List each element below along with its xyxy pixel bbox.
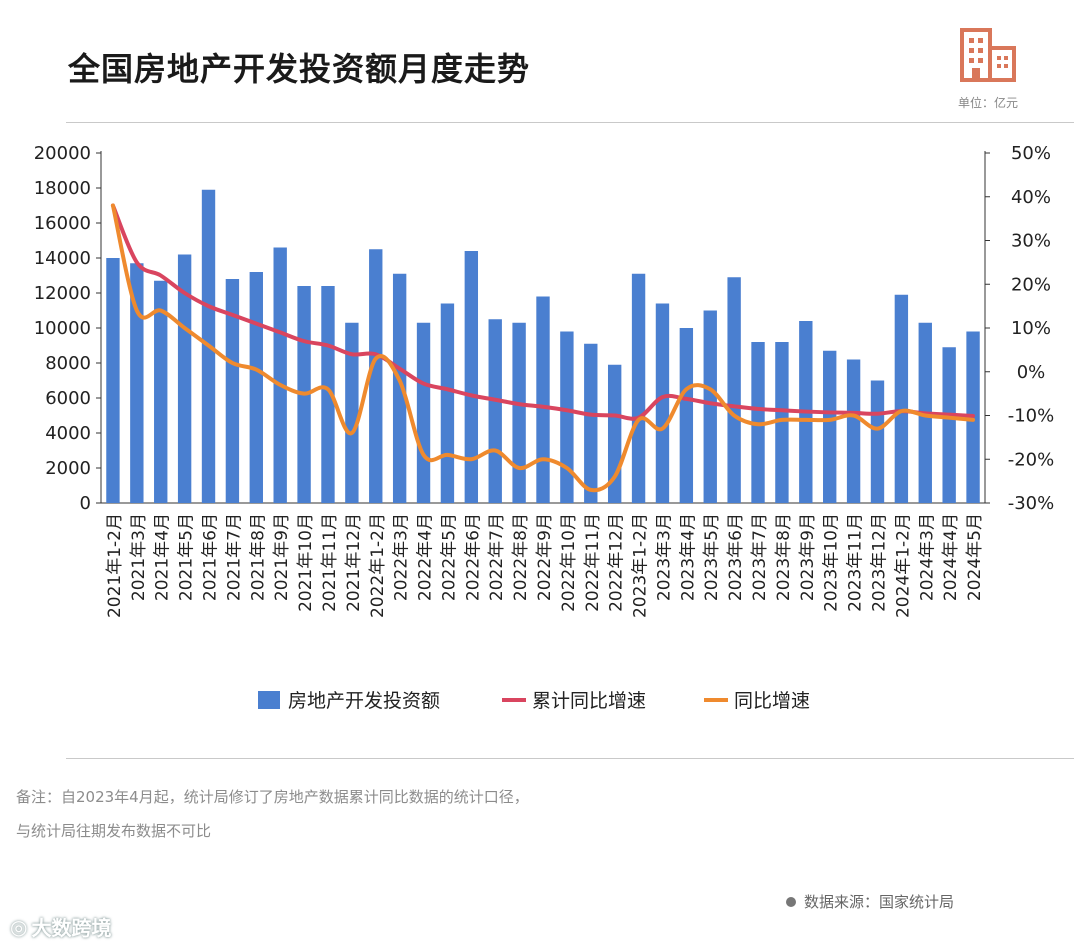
x-axis-tick-label: 2021年8月 xyxy=(248,513,268,601)
x-axis-tick-label: 2024年5月 xyxy=(965,513,985,601)
note-line-1: 备注：自2023年4月起，统计局修订了房地产数据累计同比数据的统计口径， xyxy=(16,786,529,807)
x-axis-tick-label: 2023年7月 xyxy=(750,513,770,601)
bar xyxy=(656,304,669,504)
bar xyxy=(871,381,884,504)
x-axis-tick-label: 2022年8月 xyxy=(511,513,531,601)
x-axis-tick-label: 2023年6月 xyxy=(726,513,746,601)
x-axis-tick-label: 2023年12月 xyxy=(869,513,889,612)
left-axis-tick-label: 14000 xyxy=(34,248,91,269)
x-axis-tick-label: 2023年5月 xyxy=(702,513,722,601)
bar xyxy=(465,251,478,503)
left-axis-tick-label: 2000 xyxy=(45,458,91,479)
x-axis-tick-label: 2023年1-2月 xyxy=(631,513,651,618)
bar xyxy=(847,360,860,504)
note-line-2: 与统计局往期发布数据不可比 xyxy=(16,820,211,841)
bar xyxy=(273,248,286,504)
legend-swatch xyxy=(258,691,280,709)
left-axis-tick-label: 20000 xyxy=(34,143,91,164)
right-axis-tick-label: -30% xyxy=(1008,493,1055,514)
left-axis-tick-label: 8000 xyxy=(45,353,91,374)
right-axis-tick-label: 30% xyxy=(1011,231,1051,252)
data-source: 数据来源：国家统计局 xyxy=(786,891,954,912)
data-source-text: 数据来源：国家统计局 xyxy=(804,891,954,912)
x-axis-tick-label: 2021年10月 xyxy=(296,513,316,612)
left-axis: 0 2000 4000 6000 8000 10000 12000 14000 16000 180… xyxy=(34,143,985,514)
x-axis-tick-label: 2021年6月 xyxy=(201,513,221,601)
brand-name: 大数跨境 xyxy=(31,912,111,941)
x-axis-tick-label: 2023年10月 xyxy=(822,513,842,612)
right-axis-tick-label: -20% xyxy=(1008,449,1055,470)
x-axis-tick-label: 2021年1-2月 xyxy=(105,513,125,618)
right-axis-tick-label: 50% xyxy=(1011,143,1051,164)
brand-watermark: ◎ 大数跨境 xyxy=(10,912,111,941)
left-axis-tick-label: 18000 xyxy=(34,178,91,199)
bar xyxy=(560,332,573,504)
x-axis-tick-label: 2022年9月 xyxy=(535,513,555,601)
left-axis-tick-label: 0 xyxy=(80,493,91,514)
investment-chart: 0 2000 4000 6000 8000 10000 12000 14000 16000 180… xyxy=(0,0,1080,740)
x-axis-tick-label: 2022年1-2月 xyxy=(368,513,388,618)
x-axis-tick-label: 2022年6月 xyxy=(463,513,483,601)
x-axis-tick-label: 2021年9月 xyxy=(272,513,292,601)
x-axis-labels: 2021年1-2月 2021年3月 2021年4月 2021年5月 2021年6月 202… xyxy=(105,513,985,618)
bar xyxy=(584,344,597,503)
bottom-divider xyxy=(66,758,1074,759)
left-axis-tick-label: 16000 xyxy=(34,213,91,234)
bar xyxy=(417,323,430,503)
x-axis-tick-label: 2021年5月 xyxy=(177,513,197,601)
bar xyxy=(512,323,525,503)
x-axis-tick-label: 2023年11月 xyxy=(846,513,866,612)
right-axis: -30% -20% -10% 0% 10% 20% 30% 40% 50% xyxy=(985,143,1054,514)
bar xyxy=(632,274,645,503)
bar xyxy=(727,277,740,503)
bar xyxy=(345,323,358,503)
brand-logo-icon: ◎ xyxy=(10,915,27,939)
right-axis-tick-label: 0% xyxy=(1017,362,1046,383)
legend-label: 房地产开发投资额 xyxy=(288,690,440,712)
bar xyxy=(942,347,955,503)
left-axis-tick-label: 10000 xyxy=(34,318,91,339)
right-axis-tick-label: 40% xyxy=(1011,187,1051,208)
legend-label: 同比增速 xyxy=(734,690,810,712)
x-axis-tick-label: 2023年4月 xyxy=(678,513,698,601)
legend: 房地产开发投资额 累计同比增速 同比增速 xyxy=(258,690,810,712)
right-axis-tick-label: 10% xyxy=(1011,318,1051,339)
right-axis-tick-label: -10% xyxy=(1008,406,1055,427)
x-axis-tick-label: 2021年4月 xyxy=(153,513,173,601)
bar xyxy=(441,304,454,504)
bar xyxy=(680,328,693,503)
bullet-icon xyxy=(786,897,796,907)
bar xyxy=(250,272,263,503)
bars-group xyxy=(106,190,979,503)
x-axis-tick-label: 2021年11月 xyxy=(320,513,340,612)
x-axis-tick-label: 2021年3月 xyxy=(129,513,149,601)
x-axis-tick-label: 2022年3月 xyxy=(392,513,412,601)
x-axis-tick-label: 2024年1-2月 xyxy=(893,513,913,618)
legend-label: 累计同比增速 xyxy=(532,690,646,712)
left-axis-tick-label: 12000 xyxy=(34,283,91,304)
x-axis-tick-label: 2022年7月 xyxy=(487,513,507,601)
x-axis-tick-label: 2022年10月 xyxy=(559,513,579,612)
bar xyxy=(823,351,836,503)
x-axis-tick-label: 2024年3月 xyxy=(917,513,937,601)
x-axis-tick-label: 2022年11月 xyxy=(583,513,603,612)
x-axis-tick-label: 2023年3月 xyxy=(654,513,674,601)
x-axis-tick-label: 2024年4月 xyxy=(941,513,961,601)
bar xyxy=(489,319,502,503)
x-axis-tick-label: 2022年4月 xyxy=(416,513,436,601)
right-axis-tick-label: 20% xyxy=(1011,274,1051,295)
x-axis-tick-label: 2021年7月 xyxy=(224,513,244,601)
bar xyxy=(106,258,119,503)
x-axis-tick-label: 2023年9月 xyxy=(798,513,818,601)
bar xyxy=(704,311,717,504)
x-axis-tick-label: 2022年5月 xyxy=(439,513,459,601)
bar xyxy=(895,295,908,503)
x-axis-tick-label: 2021年12月 xyxy=(344,513,364,612)
left-axis-tick-label: 4000 xyxy=(45,423,91,444)
x-axis-tick-label: 2022年12月 xyxy=(607,513,627,612)
left-axis-tick-label: 6000 xyxy=(45,388,91,409)
x-axis-tick-label: 2023年8月 xyxy=(774,513,794,601)
bar xyxy=(536,297,549,504)
